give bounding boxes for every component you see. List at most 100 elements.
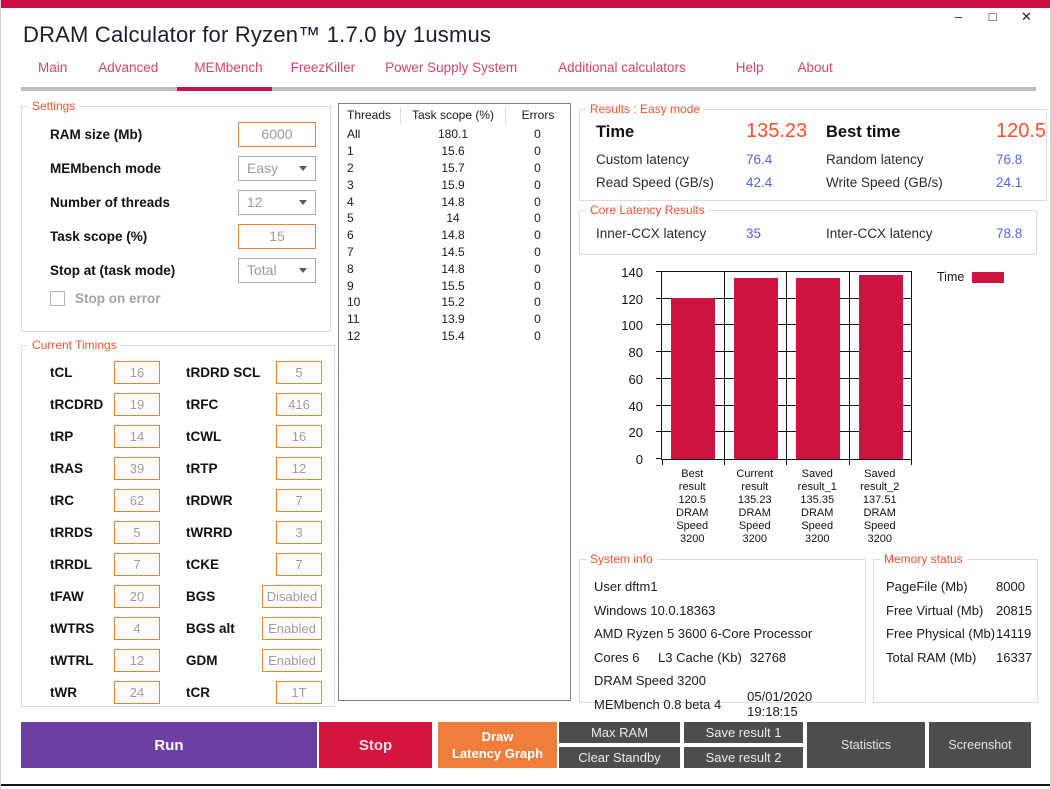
tab-main[interactable]: Main: [38, 60, 68, 75]
table-row[interactable]: 2 15.7 0: [339, 160, 570, 177]
timing-label: tRP: [50, 428, 74, 444]
timing-label: BGS alt: [186, 620, 235, 636]
system-info-legend: System info: [590, 552, 653, 566]
timing-input[interactable]: 19: [114, 392, 160, 416]
tab-advanced[interactable]: Advanced: [98, 60, 159, 75]
timing-input[interactable]: 7: [276, 488, 322, 512]
timing-input[interactable]: 12: [114, 648, 160, 672]
timing-input[interactable]: Enabled: [262, 648, 322, 672]
chart-bar: [796, 278, 841, 459]
table-row[interactable]: 5 14 0: [339, 210, 570, 227]
table-row[interactable]: 4 14.8 0: [339, 193, 570, 210]
best-time-label: Best time: [826, 123, 901, 141]
system-info-datetime: 05/01/2020 19:18:15: [747, 689, 813, 720]
core-latency-legend: Core Latency Results: [590, 203, 705, 217]
stop-on-error-checkbox[interactable]: [50, 291, 65, 306]
timing-input[interactable]: 4: [114, 616, 160, 640]
timing-input[interactable]: 7: [114, 552, 160, 576]
tab-additional-calculators[interactable]: Additional calculators: [558, 60, 686, 75]
errors-cell: 0: [534, 177, 541, 192]
clear-standby-button[interactable]: Clear Standby: [559, 747, 680, 768]
timing-input[interactable]: Enabled: [262, 616, 322, 640]
core-latency-panel: Core Latency Results Inner-CCX latency 3…: [579, 203, 1037, 255]
chart-gridline: [662, 377, 912, 379]
errors-cell: 0: [534, 194, 541, 209]
table-row[interactable]: 7 14.5 0: [339, 244, 570, 261]
legend-label: Time: [937, 270, 965, 284]
tab-about[interactable]: About: [797, 60, 833, 75]
table-row[interactable]: All 180.1 0: [339, 126, 570, 143]
write-speed-value: 24.1: [996, 175, 1023, 190]
scope-cell: 180.1: [437, 127, 469, 142]
stop-at-select[interactable]: Total: [238, 257, 316, 283]
table-row[interactable]: 6 14.8 0: [339, 227, 570, 244]
thread-cell: 6: [347, 228, 354, 243]
ram-size-input[interactable]: 6000: [238, 121, 316, 147]
max-ram-button[interactable]: Max RAM: [559, 722, 680, 743]
column-header[interactable]: Errors: [521, 107, 555, 122]
scope-cell: 14.8: [441, 228, 465, 243]
system-info-l3-label: L3 Cache (Kb): [658, 649, 742, 665]
table-row[interactable]: 10 15.2 0: [339, 294, 570, 311]
table-row[interactable]: 12 15.4 0: [339, 328, 570, 345]
chart-gridline: [723, 272, 725, 459]
chart-y-tick-label: 140: [621, 265, 643, 280]
statistics-button[interactable]: Statistics: [807, 722, 925, 768]
close-icon[interactable]: ✕: [1021, 9, 1032, 24]
chart-x-tick-mark: [662, 459, 663, 465]
number-of-threads-select[interactable]: 12: [238, 189, 316, 215]
timing-input[interactable]: 39: [114, 456, 160, 480]
table-row[interactable]: 9 15.5 0: [339, 277, 570, 294]
maximize-icon[interactable]: □: [988, 9, 997, 24]
timing-input[interactable]: 3: [276, 520, 322, 544]
draw-latency-graph-button[interactable]: Draw Latency Graph: [438, 722, 557, 768]
tab-power-supply-system[interactable]: Power Supply System: [385, 60, 518, 75]
timing-input[interactable]: 62: [114, 488, 160, 512]
timing-input[interactable]: 7: [276, 552, 322, 576]
chart-x-label: Current result 135.23 DRAM Speed 3200: [736, 468, 774, 545]
free-virtual-value: 20815: [996, 602, 1033, 618]
table-row[interactable]: 8 14.8 0: [339, 260, 570, 277]
chart-x-tick-mark: [786, 459, 787, 465]
read-speed-value: 42.4: [746, 175, 773, 190]
scope-cell: 14.8: [441, 261, 465, 276]
screenshot-button[interactable]: Screenshot: [929, 722, 1031, 768]
tab-bar: Main Advanced MEMbench FreezKiller Power…: [38, 60, 833, 75]
save-result-2-button[interactable]: Save result 2: [684, 747, 803, 768]
table-row[interactable]: 3 15.9 0: [339, 176, 570, 193]
task-scope-input[interactable]: 15: [238, 223, 316, 249]
table-row[interactable]: 1 15.6 0: [339, 143, 570, 160]
timing-input[interactable]: 5: [114, 520, 160, 544]
timing-input[interactable]: 1T: [276, 680, 322, 704]
chart-x-tick-mark: [723, 459, 725, 465]
random-latency-label: Random latency: [826, 152, 924, 167]
tab-freezkiller[interactable]: FreezKiller: [290, 60, 356, 75]
save-result-1-button[interactable]: Save result 1: [684, 722, 803, 743]
column-header[interactable]: Threads: [339, 106, 401, 124]
timing-label: tWTRS: [50, 620, 95, 636]
timing-input[interactable]: 12: [276, 456, 322, 480]
timing-input[interactable]: 14: [114, 424, 160, 448]
table-row[interactable]: 11 13.9 0: [339, 311, 570, 328]
timing-input[interactable]: 5: [276, 360, 322, 384]
membench-mode-select[interactable]: Easy: [238, 155, 316, 181]
timing-input[interactable]: 20: [114, 584, 160, 608]
timing-input[interactable]: 16: [276, 424, 322, 448]
minimize-icon[interactable]: –: [954, 9, 963, 24]
timing-input[interactable]: 16: [114, 360, 160, 384]
errors-cell: 0: [534, 211, 541, 226]
tab-membench[interactable]: MEMbench: [194, 60, 263, 75]
inter-ccx-latency-label: Inter-CCX latency: [826, 226, 933, 241]
timing-input[interactable]: 24: [114, 680, 160, 704]
timing-input[interactable]: 416: [276, 392, 322, 416]
stop-button[interactable]: Stop: [319, 722, 432, 768]
timing-input[interactable]: Disabled: [262, 584, 322, 608]
tab-help[interactable]: Help: [735, 60, 764, 75]
thread-cell: 1: [347, 144, 354, 159]
column-header[interactable]: Task scope (%): [401, 106, 506, 124]
scope-cell: 15.9: [441, 177, 465, 192]
run-button[interactable]: Run: [21, 722, 317, 768]
free-physical-value: 14119: [996, 626, 1032, 642]
errors-cell: 0: [534, 312, 541, 327]
chart-gridline: [662, 351, 912, 353]
